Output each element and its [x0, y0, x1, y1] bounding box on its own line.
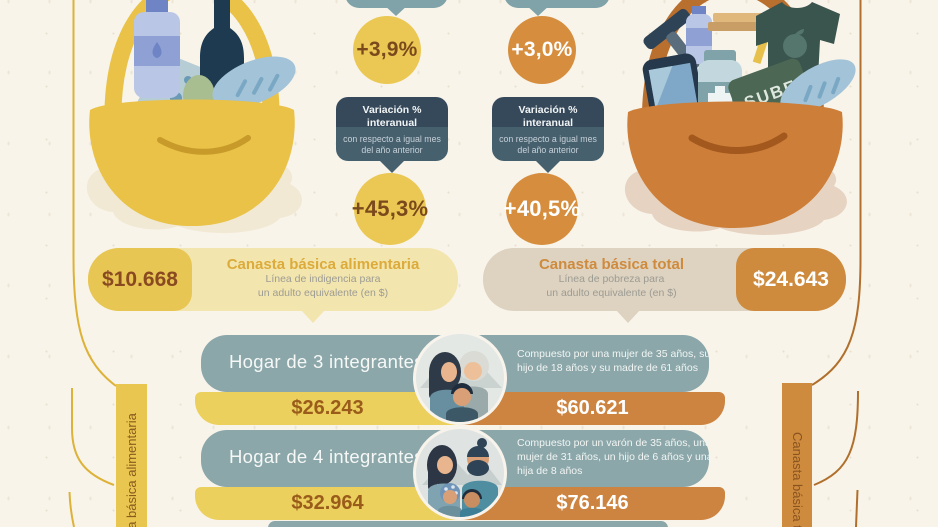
cbt-banner: $24.643 Canasta básica total Línea de po…: [483, 248, 846, 311]
cba-banner-line2: un adulto equivalente (en $): [257, 286, 389, 299]
cba-household-amount: $26.243: [195, 392, 460, 425]
cbt-household-amount: $60.621: [460, 392, 725, 425]
cba-monthly-variation-badge: +3,9%: [353, 16, 421, 84]
total-basket-icon: SUBE: [624, 0, 856, 235]
tooltip-tail: [535, 160, 561, 173]
family-3-icon: [413, 331, 507, 425]
cba-interannual-tooltip: Variación % interanual con respecto a ig…: [336, 97, 448, 161]
cbt-interannual-tooltip: Variación % interanual con respecto a ig…: [492, 97, 604, 161]
tooltip-subtitle: interanual: [522, 116, 574, 129]
cbt-banner-title: Canasta básica total: [538, 256, 685, 273]
household-title: Hogar de 3 integrantes: [229, 351, 424, 372]
monthly-variation-bubble-right: [504, 0, 610, 8]
tooltip-title: Variación %: [362, 104, 422, 116]
cba-banner-line1: Línea de indigencia para: [265, 273, 381, 285]
water-bottle-icon: [134, 0, 180, 98]
tooltip-subtitle: interanual: [366, 116, 418, 129]
household-row-4: Hogar de 4 integrantes Compuesto por un …: [195, 426, 725, 520]
tooltip-tail: [379, 160, 405, 173]
cba-banner: $10.668 Canasta básica alimentaria Línea…: [88, 248, 458, 311]
tshirt-icon: [756, 2, 840, 78]
cba-banner-title: Canasta básica alimentaria: [226, 256, 420, 273]
cba-household-amount: $32.964: [195, 487, 460, 520]
cbt-monthly-variation-badge: +3,0%: [508, 16, 576, 84]
household-description: Compuesto por una mujer de 35 años, su h…: [517, 348, 711, 374]
cbt-banner-line1: Línea de pobreza para: [558, 273, 665, 285]
cba-amount: $10.668: [88, 248, 192, 311]
tooltip-note: con respecto a igual mes del año anterio…: [499, 133, 597, 155]
food-basket-icon: [86, 0, 303, 233]
cbt-side-strip: Canasta básica total: [782, 383, 812, 527]
household-row-3: Hogar de 3 integrantes Compuesto por una…: [195, 331, 725, 425]
cbt-banner-line2: un adulto equivalente (en $): [546, 286, 677, 299]
cbt-interannual-variation-badge: +40,5%: [504, 173, 580, 245]
family-4-icon: [413, 426, 507, 520]
household-title: Hogar de 4 integrantes: [229, 446, 424, 467]
cbt-amount: $24.643: [736, 248, 846, 311]
cba-side-label: Canasta básica alimentaria: [124, 413, 139, 527]
cbt-side-label: Canasta básica total: [790, 431, 805, 527]
banner-tail: [615, 309, 641, 323]
next-row-peek: [268, 521, 668, 527]
tooltip-title: Variación %: [518, 104, 578, 116]
banner-tail: [300, 309, 326, 323]
baguette-icon: [212, 56, 296, 108]
bubble-tail: [383, 4, 409, 16]
tooltip-note: con respecto a igual mes del año anterio…: [343, 133, 441, 155]
household-description: Compuesto por un varón de 35 años, una m…: [517, 437, 713, 477]
books-icon: [708, 13, 767, 31]
bubble-tail: [525, 4, 551, 16]
bread-icon: [780, 59, 856, 113]
cbt-household-amount: $76.146: [460, 487, 725, 520]
cba-side-strip: Canasta básica alimentaria: [116, 384, 147, 527]
cba-interannual-variation-badge: +45,3%: [352, 173, 428, 245]
